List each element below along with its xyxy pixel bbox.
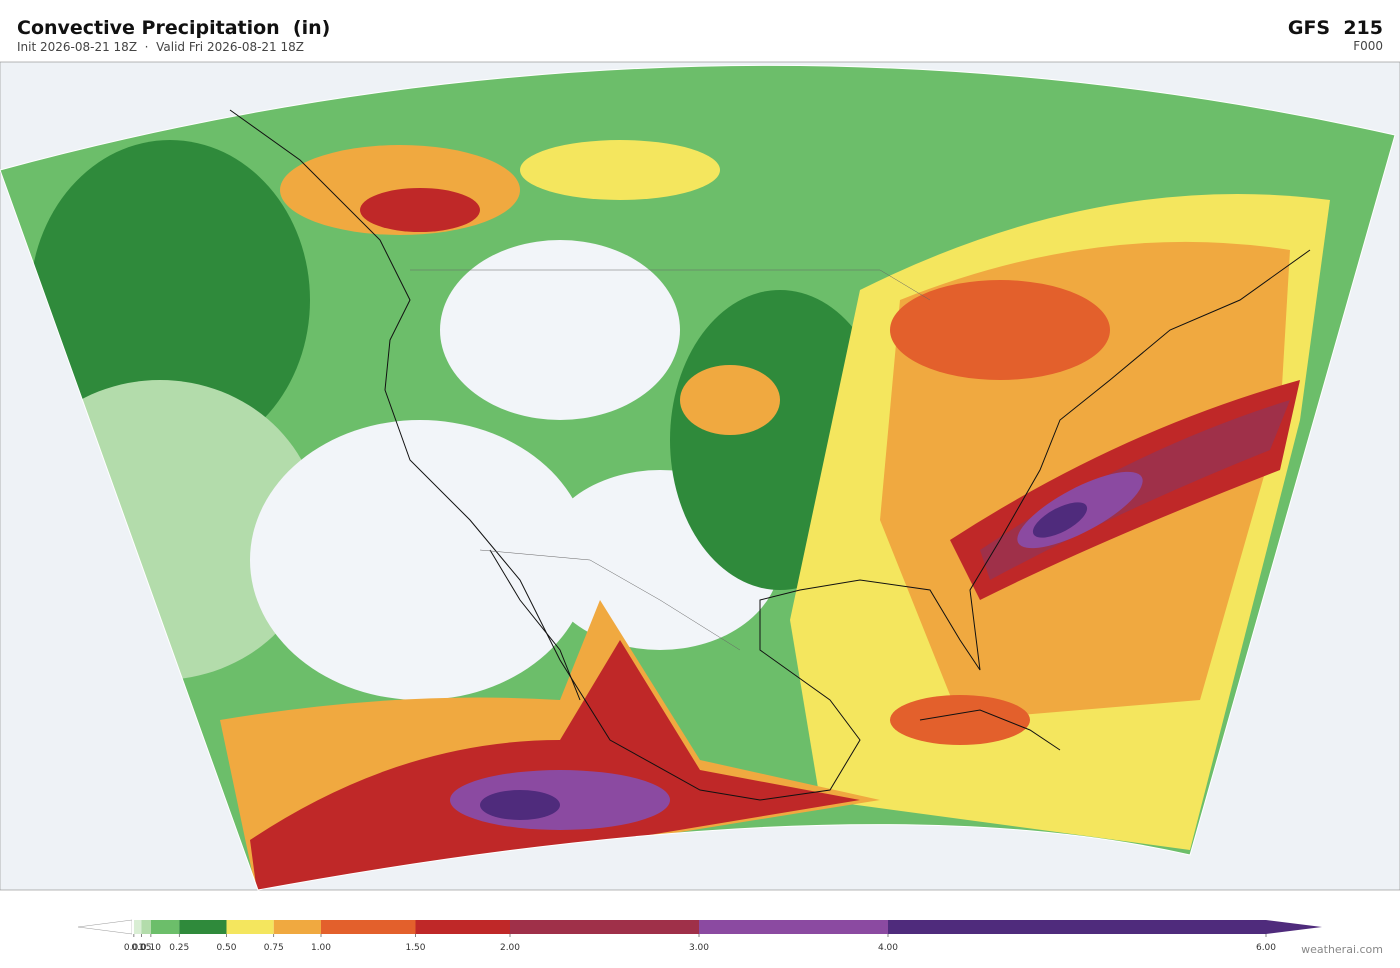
colorbar-segment: [888, 920, 1266, 934]
field: [360, 188, 480, 232]
colorbar-tick-label: 0.10: [141, 943, 161, 953]
field: [250, 420, 590, 700]
map-title: Convective Precipitation (in): [17, 17, 330, 39]
colorbar-tick-label: 4.00: [878, 943, 898, 953]
colorbar-tick-label: 0.25: [169, 943, 189, 953]
map-subtitle: Init 2026-08-21 18Z · Valid Fri 2026-08-…: [17, 40, 304, 54]
credit: weatherai.com: [1301, 943, 1383, 956]
colorbar-tick-label: 3.00: [689, 943, 709, 953]
field: [30, 140, 310, 460]
colorbar-segment: [699, 920, 888, 934]
field: [1032, 502, 1088, 538]
domain-edge: [0, 64, 1396, 891]
field: [250, 640, 860, 891]
field: [480, 790, 560, 820]
field: [890, 280, 1110, 380]
colorbar-segment: [226, 920, 274, 934]
colorbar-tick-label: 0.01: [124, 943, 144, 953]
colorbar-tick-label: 6.00: [1256, 943, 1276, 953]
forecast-hour: F000: [1353, 39, 1383, 53]
coastlines: [229, 109, 1311, 801]
colorbar-tick-label: 0.05: [131, 943, 151, 953]
field: [680, 365, 780, 435]
colorbar-segment: [273, 920, 321, 934]
colorbar-segment: [415, 920, 510, 934]
colorbar: [77, 919, 133, 935]
borders: [410, 269, 931, 651]
colorbar-tick-label: 1.00: [311, 943, 331, 953]
model-label: GFS 215: [1288, 17, 1383, 39]
colorbar-segment: [179, 920, 227, 934]
field: [440, 240, 680, 420]
field: [520, 140, 720, 200]
colorbar-tick-label: 1.50: [405, 943, 425, 953]
colorbar-tick-label: 0.75: [264, 943, 284, 953]
colorbar-segment: [321, 920, 416, 934]
colorbar-tick-label: 0.50: [216, 943, 236, 953]
colorbar-segment: [510, 920, 699, 934]
field: [890, 695, 1030, 745]
colorbar-under: [77, 919, 133, 935]
colorbar-segment: [141, 920, 151, 934]
colorbar-over: [1266, 920, 1322, 934]
colorbar-gap: [132, 920, 134, 934]
colorbar-tick-label: 2.00: [500, 943, 520, 953]
colorbar-segment: [133, 920, 142, 934]
colorbar-segment: [150, 920, 180, 934]
